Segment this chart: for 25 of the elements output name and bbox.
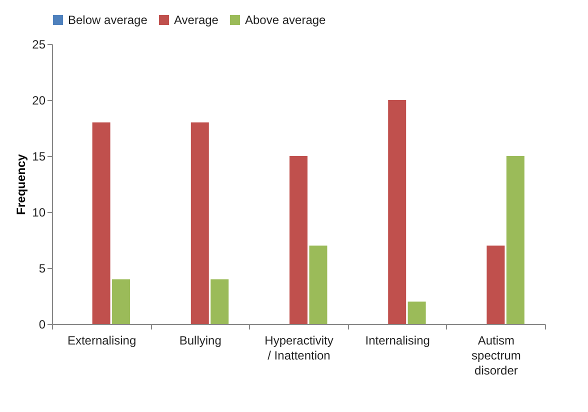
y-tick-label: 5 xyxy=(38,262,46,276)
y-tick-label: 25 xyxy=(32,38,46,52)
bar xyxy=(309,246,328,324)
y-tick-label: 20 xyxy=(32,94,46,108)
bar xyxy=(190,122,209,324)
bar xyxy=(408,302,426,324)
bar xyxy=(506,156,524,324)
x-tick-label: Autism spectrum disorder xyxy=(472,334,521,378)
legend-label: Above average xyxy=(245,13,326,27)
bar xyxy=(388,100,406,324)
y-tick-label: 15 xyxy=(32,150,46,164)
x-tick-label: Bullying xyxy=(179,334,222,348)
y-tick-label: 10 xyxy=(32,206,46,220)
x-tick-label: Hyperactivity / Inattention xyxy=(264,334,334,362)
x-tick-label: Externalising xyxy=(67,334,136,348)
bar xyxy=(486,246,505,324)
bar xyxy=(210,279,229,324)
y-axis-title: Frequency xyxy=(14,154,28,215)
x-tick-label: Internalising xyxy=(365,334,430,348)
y-tick-label: 0 xyxy=(38,318,46,332)
bar xyxy=(92,122,110,324)
legend-label: Below average xyxy=(68,13,148,27)
bar xyxy=(112,279,130,324)
legend-label: Average xyxy=(174,13,219,27)
bar xyxy=(290,156,308,324)
